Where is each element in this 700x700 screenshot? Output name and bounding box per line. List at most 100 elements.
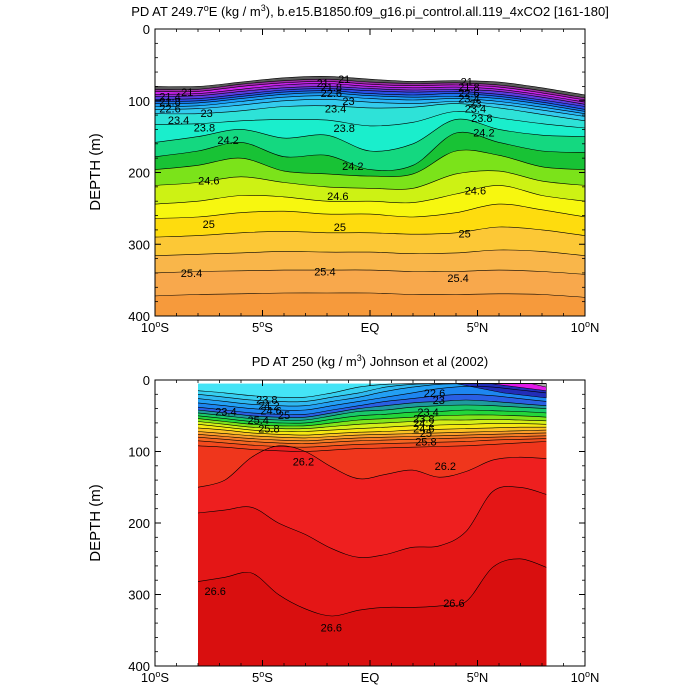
contour-label: 26.6 <box>443 598 464 610</box>
contour-label: 25.8 <box>415 437 436 449</box>
y-tick-label: 0 <box>143 22 150 37</box>
x-tick-label: 10oN <box>571 319 600 335</box>
panel-bottom: PD AT 250 (kg / m3) Johnson et al (2002)… <box>87 353 599 685</box>
isopycnal-line-8 <box>197 409 547 424</box>
panel-bottom-contour-labels: 23.423.824.224.62525.425.826.226.626.622… <box>204 388 464 635</box>
isopycnal-line-7 <box>155 90 585 110</box>
isopycnal-line-9 <box>155 95 585 114</box>
contour-label: 22.6 <box>424 388 445 400</box>
x-tick-label: 10oN <box>571 669 600 685</box>
contour-label: 21.8 <box>159 97 180 109</box>
x-tick-label: 10oS <box>141 669 169 685</box>
contour-label: 21.8 <box>458 82 479 94</box>
panel-bottom-y-axis: 0 100 200 300 400 <box>128 373 585 674</box>
isopycnal-line-14 <box>197 432 547 442</box>
isopycnal-line-14 <box>155 131 585 171</box>
isopycnal-line-16 <box>197 438 547 448</box>
contour-label: 25 <box>420 428 432 440</box>
isopycnal-line-8 <box>155 92 585 112</box>
density-band-20 <box>198 558 547 666</box>
contour-label: 24.2 <box>342 161 363 173</box>
contour-label: 23.8 <box>256 394 277 406</box>
contour-label: 23.4 <box>215 407 236 419</box>
contour-label: 22.6 <box>458 88 479 100</box>
panel-top-title: PD AT 249.7oE (kg / m3), b.e15.B1850.f09… <box>131 3 609 19</box>
isopycnal-line-10 <box>197 418 547 430</box>
isopycnal-line-18 <box>197 445 547 488</box>
contour-label: 25 <box>203 219 215 231</box>
contour-label: 21 <box>338 74 350 86</box>
panel-top-y-axis: 0 100 200 300 400 <box>128 22 585 324</box>
y-tick-label: 400 <box>128 659 150 674</box>
panel-bottom-contour-lines <box>197 383 547 617</box>
contour-label: 25 <box>278 410 290 422</box>
isopycnal-line-12 <box>197 426 547 436</box>
isopycnal-line-19 <box>197 486 547 558</box>
y-tick-label: 0 <box>143 373 150 388</box>
x-tick-label: EQ <box>361 670 380 685</box>
contour-label: 23 <box>433 395 445 407</box>
isopycnal-line-15 <box>155 149 585 177</box>
contour-label: 24.6 <box>327 191 348 203</box>
panel-bottom-x-axis: 10oS 5oS EQ 5oN 10oN <box>141 380 600 685</box>
contour-label: 21.8 <box>321 82 342 94</box>
contour-label: 26.6 <box>204 586 225 598</box>
contour-label: 23.4 <box>417 407 438 419</box>
isopycnal-line-6 <box>155 88 585 107</box>
contour-label: 23.4 <box>168 115 189 127</box>
y-tick-label: 300 <box>128 237 150 252</box>
contour-label: 21 <box>317 78 329 90</box>
contour-label: 25.4 <box>181 268 202 280</box>
contour-label: 23.8 <box>471 113 492 125</box>
contour-label: 21.4 <box>159 91 180 103</box>
panel-bottom-ylabel: DEPTH (m) <box>87 484 104 562</box>
x-tick-label: 10oS <box>141 319 169 335</box>
contour-label: 25 <box>334 222 346 234</box>
contour-label: 26.6 <box>321 622 342 634</box>
isopycnal-line-10 <box>155 98 585 117</box>
isopycnal-line-19 <box>155 226 585 238</box>
contour-label: 23.8 <box>194 122 215 134</box>
contour-label: 25.4 <box>247 415 268 427</box>
x-tick-label: EQ <box>361 320 380 335</box>
isopycnal-line-22 <box>155 292 585 298</box>
isopycnal-line-11 <box>155 103 585 122</box>
isopycnal-line-4 <box>155 83 585 103</box>
isopycnal-line-12 <box>155 111 585 129</box>
isopycnal-line-13 <box>155 118 585 152</box>
isopycnal-line-21 <box>155 269 585 275</box>
y-tick-label: 200 <box>128 166 150 181</box>
contour-label: 25.4 <box>314 267 335 279</box>
isopycnal-line-6 <box>197 399 547 418</box>
contour-label: 24.2 <box>413 418 434 430</box>
contour-label: 24.6 <box>198 175 219 187</box>
x-tick-label: 5oN <box>467 319 489 335</box>
contour-label: 24.6 <box>465 185 486 197</box>
contour-label: 25.8 <box>258 424 279 436</box>
y-tick-label: 200 <box>128 516 150 531</box>
isopycnal-line-13 <box>197 429 547 439</box>
x-tick-label: 5oS <box>252 319 273 335</box>
isopycnal-line-3 <box>197 383 547 407</box>
panel-top: PD AT 249.7oE (kg / m3), b.e15.B1850.f09… <box>87 3 609 335</box>
contour-label: 23 <box>469 99 481 111</box>
contour-label: 26.2 <box>435 461 456 473</box>
isopycnal-line-18 <box>155 203 585 219</box>
contour-label: 23 <box>200 108 212 120</box>
isopycnal-line-2 <box>155 78 585 99</box>
x-tick-label: 5oN <box>467 669 489 685</box>
contour-label: 24.6 <box>260 406 281 418</box>
isopycnal-line-16 <box>155 170 585 190</box>
isopycnal-line-11 <box>197 423 547 432</box>
contour-label: 23.8 <box>333 123 354 135</box>
isopycnal-line-17 <box>197 441 547 452</box>
y-tick-label: 300 <box>128 588 150 603</box>
isopycnal-line-17 <box>155 185 585 205</box>
isopycnal-line-3 <box>155 81 585 101</box>
isopycnal-line-1 <box>155 76 585 96</box>
contour-label: 25.4 <box>447 273 468 285</box>
contour-label: 22.6 <box>321 88 342 100</box>
isopycnal-line-15 <box>197 435 547 444</box>
isopycnal-line-7 <box>197 404 547 421</box>
